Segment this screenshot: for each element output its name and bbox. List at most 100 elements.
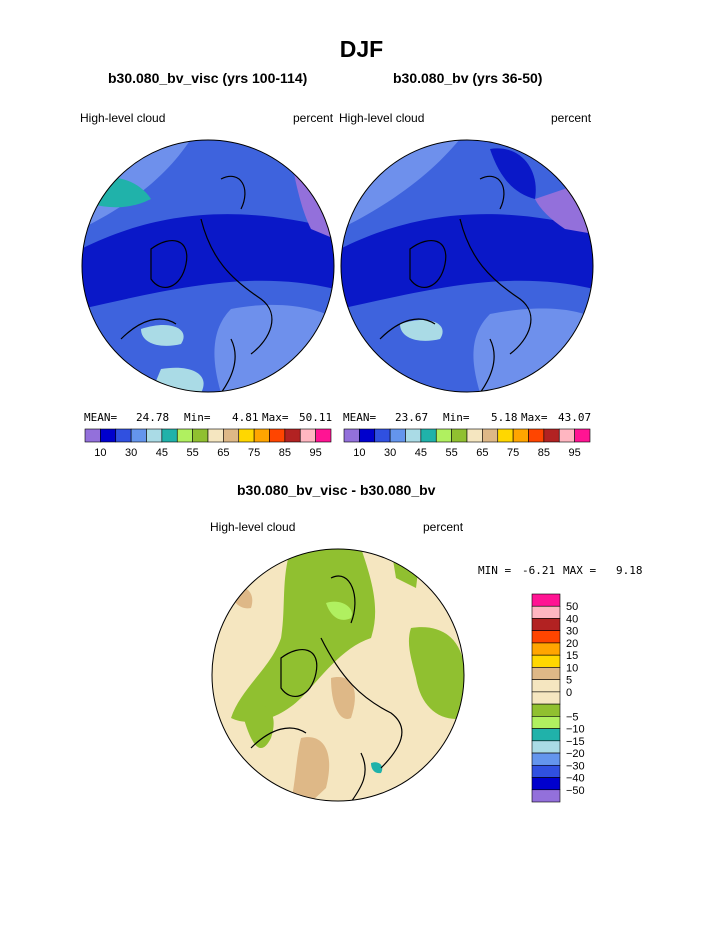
panel3-colorbar-tick-label: −50 [566,785,585,797]
panel2-colorbar-tick-label: 95 [569,447,581,459]
panel3-min-label: MIN = [478,564,512,577]
panel3-left-label: High-level cloud [210,520,296,534]
panel3-colorbar-tick-label: −40 [566,773,585,785]
panel3-colorbar-swatch [531,740,561,754]
panel3-colorbar-swatch [531,618,561,632]
panel1-field-mid2 [214,304,334,392]
panel1-colorbar-swatch [161,428,178,443]
panel3-colorbar-tick-label: 5 [566,675,572,687]
panel2-colorbar-swatch [512,428,529,443]
panel3-max: 9.18 [616,564,643,577]
panel3-map [211,548,465,802]
panel3-colorbar-swatch [531,593,561,607]
panel3-colorbar-swatch [531,679,561,693]
panel1-colorbar-tick-label: 30 [125,447,137,459]
panel1-colorbar-swatch [192,428,209,443]
panel1-colorbar-swatch [315,428,332,443]
panel2-title: b30.080_bv (yrs 36-50) [393,70,543,86]
panel1-border [81,139,335,393]
panel2-field-light [400,319,443,341]
panel2-colorbar-swatch [359,428,376,443]
panel2-colorbar-tick-label: 55 [446,447,458,459]
panel3-colorbar-swatch [531,605,561,619]
panel3-field-positive [331,677,355,719]
panel2-left-label: High-level cloud [339,111,425,125]
panel1-max-label: Max= [262,411,289,424]
panel3-colorbar-tick-label: −15 [566,736,585,748]
panel2-colorbar-swatch [420,428,437,443]
panel2-colorbar-swatch [482,428,499,443]
panel2-colorbar-swatch [374,428,391,443]
panel2-mean-label: MEAN= [343,411,377,424]
panel3-colorbar-tick-label: 0 [566,687,572,699]
panel1-colorbar-tick-label: 95 [310,447,322,459]
panel2-colorbar-swatch [343,428,360,443]
panel3-field-negative [231,549,376,722]
panel2-colorbar-tick-label: 75 [507,447,519,459]
panel2-field-low2 [490,148,536,199]
panel2-colorbar: 10 30 45 55 65 75 85 95 [343,428,591,459]
panel1-colorbar-tick-label: 45 [156,447,168,459]
panel1-colorbar-swatch [84,428,101,443]
panel1-left-label: High-level cloud [80,111,166,125]
panel1-mean: 24.78 [136,411,170,424]
panel1-colorbar-swatch [130,428,147,443]
panel2-colorbar-tick-label: 10 [353,447,365,459]
panel1-colorbar-tick-label: 75 [248,447,260,459]
panel1-colorbar-swatch [100,428,117,443]
panel3-colorbar-swatch [531,752,561,766]
panel2-max-label: Max= [521,411,548,424]
panel1-colorbar-swatch [284,428,301,443]
panel2-map [340,139,594,393]
panel2-min-label: Min= [443,411,470,424]
panel1-min-label: Min= [184,411,211,424]
panel3-colorbar-swatch [531,642,561,656]
panel2-colorbar-tick-label: 65 [476,447,488,459]
panel1-colorbar-swatch [207,428,224,443]
panel2-colorbar-swatch [389,428,406,443]
panel3-colorbar-swatch [531,703,561,717]
panel1-field-light [141,324,184,346]
panel3-colorbar-swatch [531,630,561,644]
panel3-field-negative2 [408,627,464,719]
panel1-coastlines [120,175,273,392]
panel2-right-label: percent [551,111,592,125]
panel2-colorbar-swatch [466,428,483,443]
panel1-colorbar-tick-label: 65 [217,447,229,459]
panel2-colorbar-swatch [451,428,468,443]
panel3-right-label: percent [423,520,464,534]
panel3-field-negative4 [241,704,274,748]
panel3-max-label: MAX = [563,564,597,577]
panel3-colorbar-swatch [531,728,561,742]
panel2-field-low [341,214,593,309]
panel1-min: 4.81 [232,411,259,424]
panel2-colorbar-swatch [558,428,575,443]
panel1-title: b30.080_bv_visc (yrs 100-114) [108,70,308,86]
panel1-colorbar-swatch [269,428,286,443]
panel2-colorbar-swatch [574,428,591,443]
panel3-colorbar-tick-label: 20 [566,638,578,650]
panel3-colorbar-swatch [531,777,561,791]
panel3-border [211,548,465,802]
panel2-border [340,139,594,393]
panel2-mean: 23.67 [395,411,429,424]
panel1-colorbar-swatch [299,428,316,443]
panel1-colorbar-swatch [176,428,193,443]
panel3-min: -6.21 [522,564,556,577]
panel3-colorbar-swatch [531,654,561,668]
panel2-colorbar-swatch [497,428,514,443]
panel1-colorbar-tick-label: 85 [279,447,291,459]
panel3-colorbar-tick-label: 50 [566,601,578,613]
panel3-colorbar-swatch [531,667,561,680]
panel2-min: 5.18 [491,411,518,424]
panel1-colorbar-tick-label: 55 [187,447,199,459]
panel2-colorbar-swatch [435,428,452,443]
panel3-title: b30.080_bv_visc - b30.080_bv [237,482,436,498]
panel1-colorbar-swatch [238,428,255,443]
panel1-colorbar-swatch [115,428,132,443]
panel3-field-light [326,601,352,620]
panel1-colorbar-swatch [253,428,270,443]
panel3-colorbar-tick-label: 15 [566,650,578,662]
panel3-colorbar-swatch [531,764,561,778]
